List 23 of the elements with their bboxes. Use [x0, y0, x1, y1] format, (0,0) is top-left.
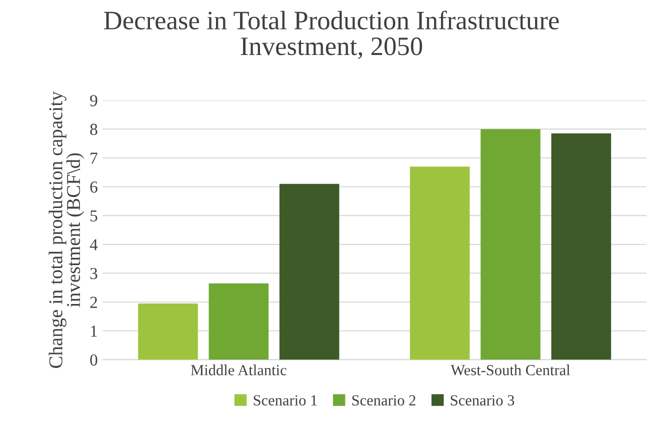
- x-tick-label: Middle Atlantic: [190, 364, 286, 376]
- y-tick-label: 3: [90, 268, 98, 280]
- bar: [551, 133, 612, 360]
- y-axis-title: Change in total production capacity investment (BCF\d): [48, 91, 84, 368]
- y-tick-label: 2: [90, 296, 97, 308]
- bar: [279, 184, 340, 360]
- legend-label: Scenario 1: [254, 395, 317, 406]
- chart-title: Decrease in Total Production Infrastructure Investment, 2050: [104, 10, 559, 60]
- y-tick-label: 9: [90, 95, 98, 106]
- y-tick-label: 4: [90, 239, 98, 250]
- y-tick-label: 7: [90, 152, 98, 164]
- bar: [138, 303, 198, 360]
- bar: [410, 166, 470, 360]
- legend-label: Scenario 2: [352, 395, 416, 406]
- y-tick-label: 1: [91, 326, 97, 337]
- y-tick-label: 6: [90, 182, 98, 193]
- y-tick-label: 5: [90, 210, 98, 222]
- bar: [480, 129, 540, 360]
- legend-label: Scenario 3: [450, 395, 514, 406]
- y-tick-label: 8: [90, 124, 98, 136]
- bar: [208, 283, 269, 360]
- x-tick-label: West-South Central: [450, 364, 570, 376]
- y-tick-label: 0: [90, 354, 98, 366]
